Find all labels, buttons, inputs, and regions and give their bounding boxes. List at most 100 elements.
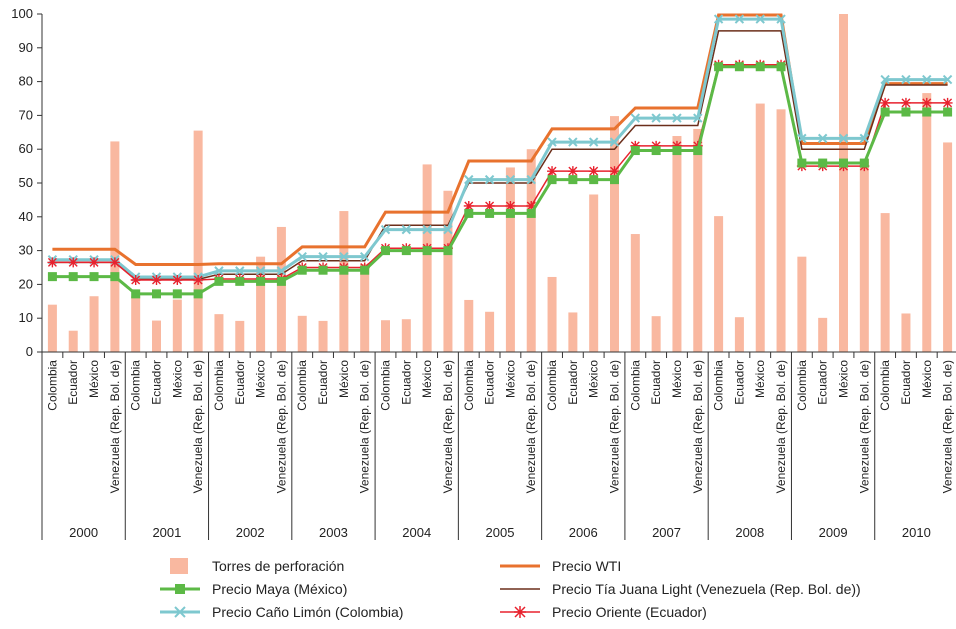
x-category-label: Venezuela (Rep. Bol. de) (608, 360, 622, 493)
marker-x (547, 137, 557, 147)
marker-x (276, 266, 287, 276)
series-line (52, 17, 948, 279)
x-category-label: Venezuela (Rep. Bol. de) (441, 360, 455, 493)
marker-square (589, 175, 599, 185)
x-year-label: 2010 (902, 525, 931, 540)
marker-square (568, 175, 578, 185)
legend-item-torres: Torres de perforación (160, 558, 344, 574)
x-year-label: 2006 (569, 525, 598, 540)
y-tick-label: 50 (19, 175, 33, 190)
marker-star (172, 275, 183, 286)
marker-x (755, 14, 765, 24)
bar-2001-1 (152, 320, 161, 352)
marker-square (68, 272, 78, 282)
x-category-label: Colombia (129, 360, 143, 411)
legend-item-oriente: Precio Oriente (Ecuador) (500, 604, 707, 620)
legend-label-oriente: Precio Oriente (Ecuador) (552, 604, 707, 620)
marker-square (859, 158, 869, 168)
lines-layer (47, 13, 953, 299)
marker-square (297, 265, 307, 275)
series-line (52, 63, 948, 281)
marker-star (109, 257, 120, 268)
series-1 (52, 30, 948, 281)
x-category-label: Venezuela (Rep. Bol. de) (774, 360, 788, 493)
bar-2007-3 (693, 128, 703, 352)
marker-star (463, 200, 474, 211)
x-category-label: México (503, 360, 517, 398)
marker-x (817, 133, 828, 144)
marker-star (900, 97, 911, 108)
y-tick-label: 0 (26, 344, 33, 359)
bar-2001-3 (193, 130, 203, 352)
marker-x (339, 251, 349, 262)
legend-swatch-bar (170, 558, 188, 574)
y-tick-label: 80 (19, 74, 33, 89)
marker-x (588, 137, 599, 147)
y-tick-label: 10 (19, 310, 33, 325)
bar-2001-2 (172, 299, 182, 352)
bar-2009-2 (839, 14, 848, 352)
x-year-label: 2001 (152, 525, 181, 540)
x-category-label: Venezuela (Rep. Bol. de) (358, 360, 372, 493)
marker-x (651, 113, 661, 123)
x-category-label: Ecuador (316, 360, 330, 405)
x-category-label: Ecuador (483, 360, 497, 405)
x-category-label: Ecuador (150, 360, 164, 405)
bar-2006-0 (547, 276, 557, 352)
bar-2007-0 (630, 234, 640, 352)
marker-x (630, 113, 641, 123)
marker-square (505, 208, 515, 218)
marker-x (880, 74, 890, 85)
marker-square (610, 175, 619, 185)
bar-2000-0 (47, 304, 57, 352)
marker-x (380, 224, 391, 235)
x-category-label: Ecuador (649, 360, 663, 405)
marker-star (505, 200, 516, 211)
marker-x (484, 174, 495, 185)
x-category-label: Venezuela (Rep. Bol. de) (857, 360, 871, 493)
series-2 (47, 14, 953, 282)
x-year-label: 2003 (319, 525, 348, 540)
marker-x (359, 251, 370, 262)
marker-star (130, 275, 141, 286)
marker-x (526, 174, 536, 185)
x-category-label: Ecuador (233, 360, 247, 405)
x-category-label: México (420, 360, 434, 398)
marker-star (47, 257, 58, 268)
axes-layer: 0 10 20 30 40 50 60 70 80 90 100 (11, 6, 956, 540)
legend-label-wti: Precio WTI (552, 558, 622, 574)
x-category-label: Venezuela (Rep. Bol. de) (191, 360, 205, 493)
x-year-label: 2008 (735, 525, 764, 540)
marker-x (859, 133, 870, 144)
marker-square (422, 246, 432, 256)
marker-x (693, 113, 703, 123)
x-year-label: 2005 (486, 525, 515, 540)
bar-2004-0 (381, 320, 390, 352)
x-category-label: Colombia (295, 360, 309, 411)
bar-2005-3 (526, 149, 536, 352)
legend-label-torres: Torres de perforación (212, 558, 345, 574)
bar-2006-2 (589, 194, 599, 352)
x-category-label: Colombia (545, 360, 559, 411)
y-tick-label: 100 (11, 6, 33, 21)
bar-2007-2 (672, 136, 682, 352)
marker-square (880, 107, 890, 117)
marker-star (880, 97, 891, 108)
x-category-label: Ecuador (66, 360, 80, 405)
x-category-label: México (87, 360, 101, 398)
bar-2009-1 (818, 317, 828, 352)
bar-2003-1 (318, 320, 328, 352)
marker-star (567, 166, 578, 177)
x-category-label: México (254, 360, 268, 398)
bar-2008-2 (755, 103, 765, 352)
series-line (52, 30, 948, 281)
marker-x (422, 224, 432, 235)
y-tick-label: 70 (19, 107, 33, 122)
marker-square (47, 272, 57, 282)
marker-x (401, 224, 412, 235)
x-category-label: Ecuador (732, 360, 746, 405)
x-category-label: Colombia (462, 360, 476, 411)
bar-2001-0 (131, 296, 141, 352)
legend-label-tia-juana: Precio Tía Juana Light (Venezuela (Rep. … (552, 581, 861, 597)
marker-square (818, 158, 828, 168)
